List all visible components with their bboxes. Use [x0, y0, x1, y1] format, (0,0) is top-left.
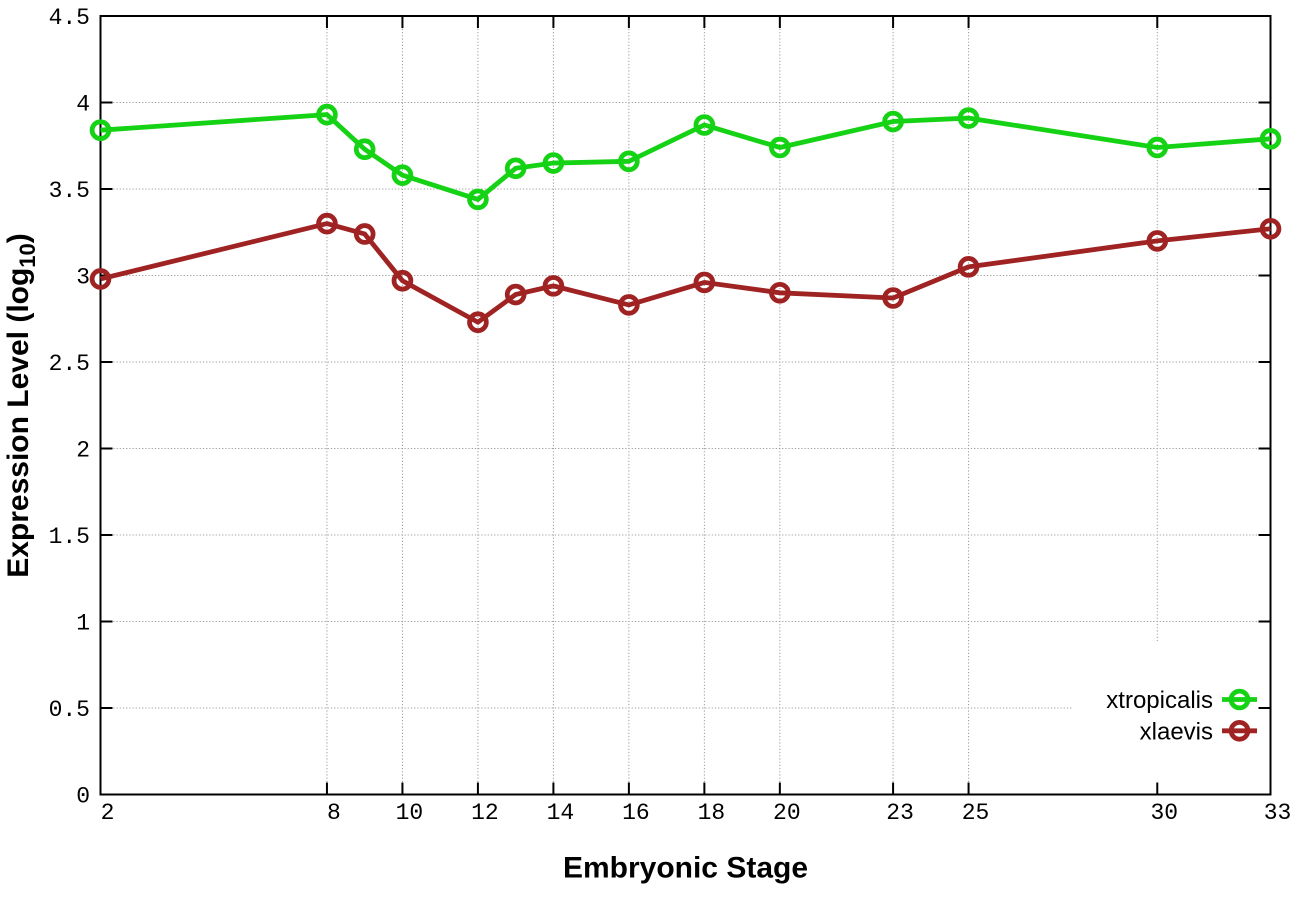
marker-xtropicalis	[1259, 128, 1282, 150]
marker-xlaevis	[89, 268, 112, 290]
marker-xtropicalis	[504, 157, 527, 180]
marker-xtropicalis	[882, 110, 904, 133]
marker-xtropicalis	[353, 138, 376, 161]
marker-xtropicalis	[1146, 136, 1169, 159]
x-tick-label: 18	[698, 800, 726, 826]
plot-border	[99, 15, 1272, 796]
marker-xlaevis	[353, 223, 376, 245]
marker-xlaevis	[957, 256, 980, 278]
y-tick-label: 1	[76, 611, 90, 637]
series-line-xlaevis	[99, 221, 1271, 326]
legend-marker-xtropicalis	[1228, 688, 1251, 711]
x-tick-label: 20	[773, 800, 801, 826]
x-axis-title: Embryonic Stage	[563, 852, 808, 885]
x-tick-label: 23	[886, 800, 914, 826]
marker-xtropicalis	[693, 114, 716, 136]
marker-xlaevis	[316, 212, 338, 235]
legend-label-xtropicalis: xtropicalis	[1106, 687, 1213, 714]
marker-xlaevis	[882, 287, 904, 309]
x-tick-label: 30	[1150, 800, 1178, 826]
x-tick-label: 10	[396, 800, 424, 826]
x-tick-label: 16	[622, 800, 650, 826]
marker-xlaevis	[618, 294, 640, 316]
marker-xlaevis	[1146, 230, 1169, 252]
marker-xtropicalis	[89, 119, 112, 141]
y-tick-label: 4	[76, 92, 90, 118]
y-tick-label: 4.5	[49, 5, 90, 31]
legend-label-xlaevis: xlaevis	[1140, 718, 1213, 745]
marker-xlaevis	[504, 283, 527, 306]
y-axis-title: Expression Level (log10)	[2, 233, 40, 578]
y-tick-label: 0.5	[49, 697, 90, 723]
marker-xtropicalis	[316, 103, 338, 126]
y-tick-label: 1.5	[49, 524, 90, 550]
marker-xtropicalis	[618, 150, 640, 173]
marker-xtropicalis	[957, 107, 980, 129]
marker-xtropicalis	[467, 188, 489, 211]
x-tick-label: 14	[547, 800, 575, 826]
marker-xlaevis	[542, 275, 565, 297]
marker-xlaevis	[1259, 217, 1282, 240]
marker-xlaevis	[391, 269, 414, 292]
series-line-xtropicalis	[100, 112, 1271, 203]
legend-grid-mask	[1073, 641, 1270, 794]
marker-xtropicalis	[391, 164, 414, 186]
x-tick-label: 12	[471, 800, 499, 826]
y-tick-label: 3	[76, 265, 90, 291]
marker-xlaevis	[467, 311, 489, 334]
legend-marker-xlaevis	[1228, 719, 1251, 742]
y-tick-label: 2.5	[49, 351, 90, 377]
y-tick-label: 3.5	[49, 178, 90, 204]
x-tick-label: 2	[101, 800, 115, 826]
marker-xlaevis	[693, 271, 716, 294]
marker-xtropicalis	[542, 152, 565, 174]
x-tick-label: 8	[327, 800, 341, 826]
x-tick-label: 25	[962, 800, 990, 826]
y-tick-label: 2	[76, 438, 90, 464]
y-tick-label: 0	[76, 784, 90, 810]
marker-xlaevis	[769, 281, 791, 304]
x-tick-label: 33	[1264, 800, 1292, 826]
marker-xtropicalis	[769, 136, 791, 159]
